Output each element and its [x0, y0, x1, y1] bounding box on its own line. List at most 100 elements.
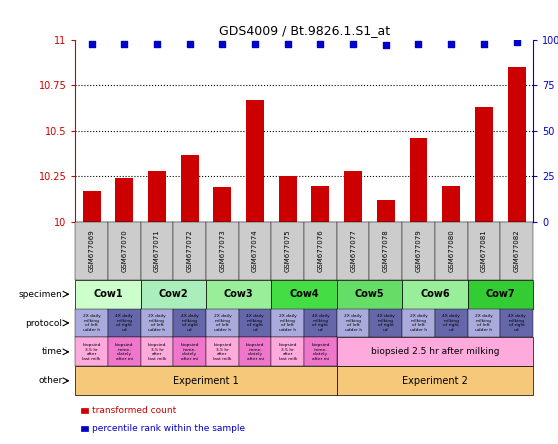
Text: biopsied
imme-
diately
after mi: biopsied imme- diately after mi: [115, 343, 133, 361]
Bar: [141, 222, 174, 280]
Point: [251, 40, 259, 47]
Bar: [246, 100, 264, 222]
Text: Cow7: Cow7: [485, 289, 515, 299]
Text: biopsied
3.5 hr
after
last milk: biopsied 3.5 hr after last milk: [278, 343, 297, 361]
Bar: [468, 222, 500, 280]
Text: 4X daily
milking
of right
ud: 4X daily milking of right ud: [508, 314, 526, 332]
Point: [87, 40, 96, 47]
Bar: [206, 337, 239, 366]
Point: [349, 40, 358, 47]
Point: [381, 42, 390, 49]
Text: 2X daily
milking
of left
udder h: 2X daily milking of left udder h: [410, 314, 427, 332]
Bar: [468, 280, 533, 309]
Bar: [271, 222, 304, 280]
Text: Cow2: Cow2: [158, 289, 188, 299]
Text: GSM677079: GSM677079: [416, 230, 421, 272]
Point: [218, 40, 227, 47]
Bar: [174, 337, 206, 366]
Point: [120, 40, 129, 47]
Text: Experiment 1: Experiment 1: [173, 376, 239, 386]
Bar: [337, 309, 369, 337]
Text: GSM677077: GSM677077: [350, 230, 356, 272]
Text: GSM677082: GSM677082: [513, 230, 519, 272]
Bar: [108, 309, 141, 337]
Title: GDS4009 / Bt.9826.1.S1_at: GDS4009 / Bt.9826.1.S1_at: [219, 24, 389, 37]
Bar: [369, 222, 402, 280]
Bar: [75, 222, 108, 280]
Text: GSM677073: GSM677073: [219, 230, 225, 272]
Text: biopsied
3.5 hr
after
last milk: biopsied 3.5 hr after last milk: [148, 343, 166, 361]
Point: [185, 40, 194, 47]
Bar: [337, 280, 402, 309]
Bar: [337, 222, 369, 280]
Point: [512, 38, 521, 45]
Bar: [344, 171, 362, 222]
Text: 4X daily
milking
of right
ud: 4X daily milking of right ud: [116, 314, 133, 332]
Text: 2X daily
milking
of left
udder h: 2X daily milking of left udder h: [83, 314, 100, 332]
Bar: [271, 309, 304, 337]
Point: [316, 40, 325, 47]
Text: 4X daily
milking
of right
ud: 4X daily milking of right ud: [181, 314, 199, 332]
Text: GSM677071: GSM677071: [154, 230, 160, 272]
Point: [152, 40, 161, 47]
Bar: [148, 171, 166, 222]
Bar: [435, 222, 468, 280]
Bar: [402, 280, 468, 309]
Bar: [337, 366, 533, 395]
Bar: [304, 309, 337, 337]
Text: GSM677081: GSM677081: [481, 230, 487, 272]
Text: 4X daily
milking
of right
ud: 4X daily milking of right ud: [246, 314, 264, 332]
Bar: [75, 337, 108, 366]
Text: 4X daily
milking
of right
ud: 4X daily milking of right ud: [311, 314, 329, 332]
Bar: [402, 222, 435, 280]
Bar: [402, 309, 435, 337]
Bar: [304, 337, 337, 366]
Text: 4X daily
milking
of right
ud: 4X daily milking of right ud: [377, 314, 395, 332]
Point: [447, 40, 456, 47]
Text: GSM677080: GSM677080: [448, 230, 454, 272]
Text: GSM677072: GSM677072: [187, 230, 193, 272]
Text: Cow5: Cow5: [355, 289, 384, 299]
Text: Cow6: Cow6: [420, 289, 450, 299]
Text: Cow3: Cow3: [224, 289, 253, 299]
Bar: [468, 309, 500, 337]
Text: Cow1: Cow1: [93, 289, 123, 299]
Bar: [108, 222, 141, 280]
Bar: [206, 309, 239, 337]
Bar: [337, 337, 533, 366]
Bar: [239, 309, 271, 337]
Text: GSM677074: GSM677074: [252, 230, 258, 272]
Text: GSM677069: GSM677069: [89, 230, 95, 272]
Text: GSM677075: GSM677075: [285, 230, 291, 272]
Text: biopsied
3.5 hr
after
last milk: biopsied 3.5 hr after last milk: [213, 343, 232, 361]
Bar: [435, 309, 468, 337]
Point: [414, 40, 423, 47]
Bar: [206, 280, 271, 309]
Text: 4X daily
milking
of right
ud: 4X daily milking of right ud: [442, 314, 460, 332]
Bar: [174, 222, 206, 280]
Bar: [75, 309, 108, 337]
Text: 2X daily
milking
of left
udder h: 2X daily milking of left udder h: [279, 314, 297, 332]
Text: protocol: protocol: [26, 318, 62, 328]
Text: Cow4: Cow4: [289, 289, 319, 299]
Bar: [141, 280, 206, 309]
Bar: [410, 138, 427, 222]
Text: Experiment 2: Experiment 2: [402, 376, 468, 386]
Point: [283, 40, 292, 47]
Bar: [75, 366, 337, 395]
Bar: [304, 222, 337, 280]
Bar: [279, 177, 297, 222]
Bar: [239, 337, 271, 366]
Bar: [141, 337, 174, 366]
Bar: [213, 187, 232, 222]
Bar: [442, 186, 460, 222]
Bar: [377, 200, 395, 222]
Text: 2X daily
milking
of left
udder h: 2X daily milking of left udder h: [344, 314, 362, 332]
Text: specimen: specimen: [19, 289, 62, 299]
Bar: [500, 222, 533, 280]
Bar: [108, 337, 141, 366]
Bar: [475, 107, 493, 222]
Text: 2X daily
milking
of left
udder h: 2X daily milking of left udder h: [148, 314, 166, 332]
Text: 2X daily
milking
of left
udder h: 2X daily milking of left udder h: [214, 314, 231, 332]
Text: 2X daily
milking
of left
udder h: 2X daily milking of left udder h: [475, 314, 493, 332]
